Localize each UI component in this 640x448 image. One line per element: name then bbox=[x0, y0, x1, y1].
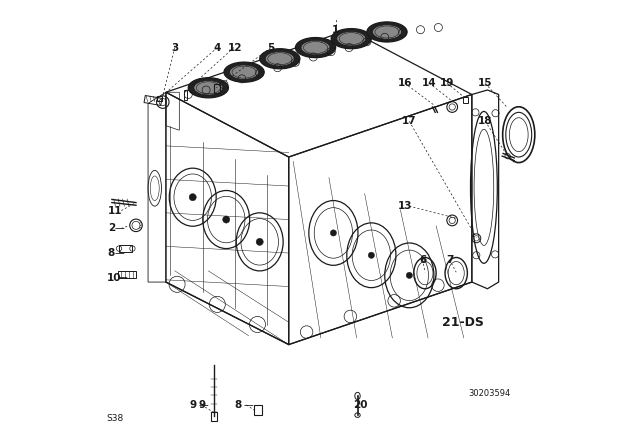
Circle shape bbox=[223, 216, 230, 223]
Ellipse shape bbox=[224, 62, 264, 82]
Text: 5: 5 bbox=[268, 43, 275, 52]
Text: 4: 4 bbox=[214, 43, 221, 52]
Text: 30203594: 30203594 bbox=[468, 389, 511, 398]
Text: —: — bbox=[115, 224, 124, 233]
Bar bbox=[463, 97, 468, 103]
Bar bbox=[144, 95, 162, 105]
Text: —: — bbox=[244, 400, 253, 410]
Text: 14: 14 bbox=[422, 78, 436, 88]
Text: —: — bbox=[118, 272, 127, 283]
Text: 17: 17 bbox=[402, 116, 417, 126]
Text: 6: 6 bbox=[419, 255, 426, 265]
Text: 1: 1 bbox=[332, 25, 339, 35]
Ellipse shape bbox=[194, 81, 223, 95]
Text: 15: 15 bbox=[478, 78, 493, 88]
Text: 9: 9 bbox=[198, 400, 205, 410]
Ellipse shape bbox=[301, 40, 330, 55]
Text: 11: 11 bbox=[108, 206, 122, 215]
Ellipse shape bbox=[260, 49, 300, 69]
Text: 19: 19 bbox=[440, 78, 454, 88]
Bar bbox=[211, 413, 217, 421]
Text: 18: 18 bbox=[478, 116, 493, 126]
Text: 7: 7 bbox=[446, 255, 453, 265]
Ellipse shape bbox=[331, 29, 371, 49]
Text: 2: 2 bbox=[108, 224, 115, 233]
Circle shape bbox=[368, 252, 374, 258]
Text: 8: 8 bbox=[234, 400, 241, 410]
Text: —: — bbox=[198, 400, 208, 410]
Circle shape bbox=[256, 238, 263, 246]
Text: S38: S38 bbox=[106, 414, 124, 423]
Bar bbox=[157, 96, 162, 101]
Text: 9: 9 bbox=[189, 400, 196, 410]
Bar bbox=[118, 271, 136, 278]
Text: 10: 10 bbox=[106, 272, 121, 283]
Ellipse shape bbox=[230, 65, 259, 79]
Text: 16: 16 bbox=[397, 78, 412, 88]
Circle shape bbox=[330, 230, 337, 236]
Ellipse shape bbox=[266, 52, 294, 66]
Ellipse shape bbox=[337, 31, 365, 46]
Text: 13: 13 bbox=[397, 201, 412, 211]
Text: 3: 3 bbox=[172, 43, 179, 52]
Text: 20: 20 bbox=[353, 400, 367, 410]
Ellipse shape bbox=[367, 22, 407, 42]
Text: 8: 8 bbox=[108, 248, 115, 258]
Bar bbox=[119, 246, 132, 252]
Text: —: — bbox=[115, 248, 124, 258]
Circle shape bbox=[189, 194, 196, 201]
Text: 12: 12 bbox=[228, 43, 243, 52]
Bar bbox=[214, 84, 220, 93]
Ellipse shape bbox=[372, 25, 401, 39]
Ellipse shape bbox=[296, 38, 335, 58]
Bar bbox=[254, 405, 262, 415]
Ellipse shape bbox=[188, 78, 228, 98]
Text: 21-DS: 21-DS bbox=[442, 316, 484, 329]
Bar bbox=[184, 90, 188, 100]
Circle shape bbox=[406, 272, 412, 279]
